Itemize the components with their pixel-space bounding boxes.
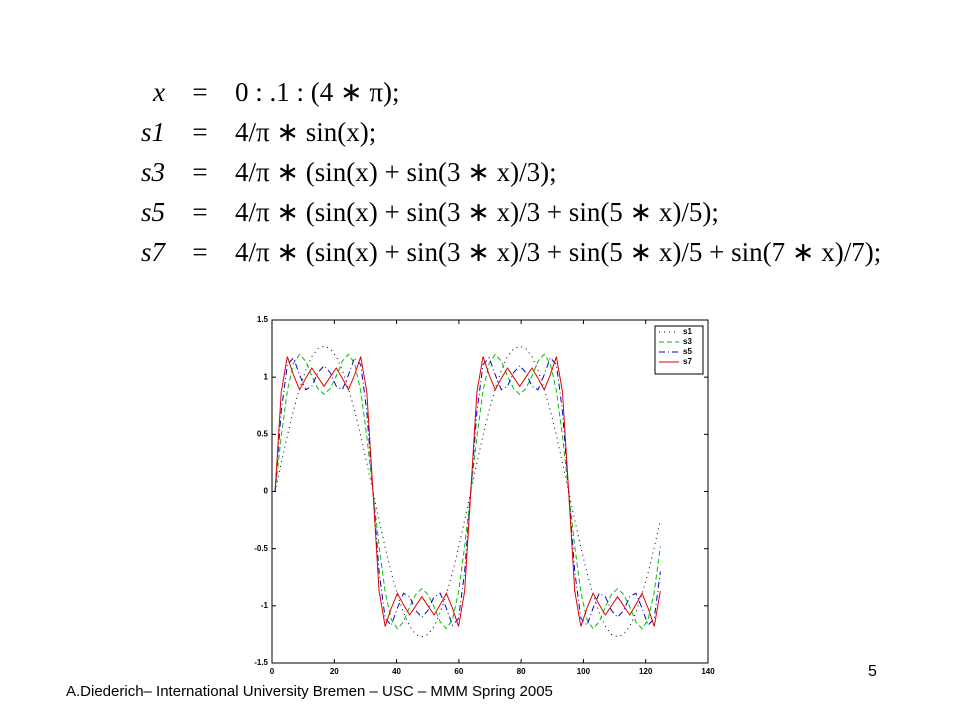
legend-box bbox=[654, 325, 704, 375]
series-line bbox=[274, 345, 661, 638]
equation-rhs: 0 : .1 : (4 ∗ π); bbox=[235, 76, 400, 107]
x-tick-label: 80 bbox=[517, 667, 526, 676]
y-tick-label: -0.5 bbox=[254, 544, 268, 553]
equation-rel: = bbox=[192, 236, 208, 267]
y-tick-label: 0 bbox=[264, 487, 269, 496]
equation-rhs: 4/π ∗ sin(x); bbox=[235, 116, 377, 147]
equation-lhs: s3 bbox=[140, 156, 165, 187]
equation-rhs: 4/π ∗ (sin(x) + sin(3 ∗ x)/3 + sin(5 ∗ x… bbox=[235, 196, 719, 227]
x-tick-label: 40 bbox=[392, 667, 401, 676]
legend-label: s3 bbox=[683, 337, 692, 346]
x-tick-label: 60 bbox=[454, 667, 463, 676]
y-tick-label: -1.5 bbox=[254, 658, 268, 667]
y-tick-label: 1.5 bbox=[257, 315, 269, 324]
equation-lhs: s7 bbox=[140, 236, 165, 267]
equation: x = 0 : .1 : (4 ∗ π); bbox=[100, 72, 881, 112]
x-tick-label: 100 bbox=[577, 667, 591, 676]
series-line bbox=[274, 356, 661, 627]
equation-lhs: s1 bbox=[140, 116, 165, 147]
legend-label: s7 bbox=[683, 357, 692, 366]
equation: s7 = 4/π ∗ (sin(x) + sin(3 ∗ x)/3 + sin(5 … bbox=[100, 232, 881, 272]
equation-lhs: x bbox=[153, 76, 165, 107]
equation-rhs: 4/π ∗ (sin(x) + sin(3 ∗ x)/3); bbox=[235, 156, 557, 187]
plot-area bbox=[271, 319, 709, 664]
x-tick-label: 140 bbox=[701, 667, 715, 676]
equation-lhs: s5 bbox=[140, 196, 165, 227]
legend-label: s1 bbox=[683, 327, 692, 336]
equation-rel: = bbox=[192, 116, 208, 147]
equation: s3 = 4/π ∗ (sin(x) + sin(3 ∗ x)/3); bbox=[100, 152, 881, 192]
equation-rhs: 4/π ∗ (sin(x) + sin(3 ∗ x)/3 + sin(5 ∗ x… bbox=[235, 236, 882, 267]
page-number: 5 bbox=[868, 663, 877, 680]
series-line bbox=[274, 353, 661, 630]
equation: s5 = 4/π ∗ (sin(x) + sin(3 ∗ x)/3 + sin(5 … bbox=[100, 192, 881, 232]
equations: x = 0 : .1 : (4 ∗ π); s1 = 4/π ∗ sin(x); s3 = 4/… bbox=[100, 72, 881, 272]
equation-rel: = bbox=[192, 76, 208, 107]
legend-label: s5 bbox=[683, 347, 692, 356]
y-tick-label: -1 bbox=[261, 601, 269, 610]
footer: A.Diederich– International University Br… bbox=[66, 683, 553, 700]
equation-rel: = bbox=[192, 196, 208, 227]
x-tick-label: 0 bbox=[270, 667, 275, 676]
equation-rel: = bbox=[192, 156, 208, 187]
y-tick-label: 0.5 bbox=[257, 429, 269, 438]
x-tick-label: 120 bbox=[639, 667, 653, 676]
series-line bbox=[274, 356, 661, 627]
y-tick-label: 1 bbox=[264, 372, 269, 381]
x-tick-label: 20 bbox=[330, 667, 339, 676]
equation: s1 = 4/π ∗ sin(x); bbox=[100, 112, 881, 152]
